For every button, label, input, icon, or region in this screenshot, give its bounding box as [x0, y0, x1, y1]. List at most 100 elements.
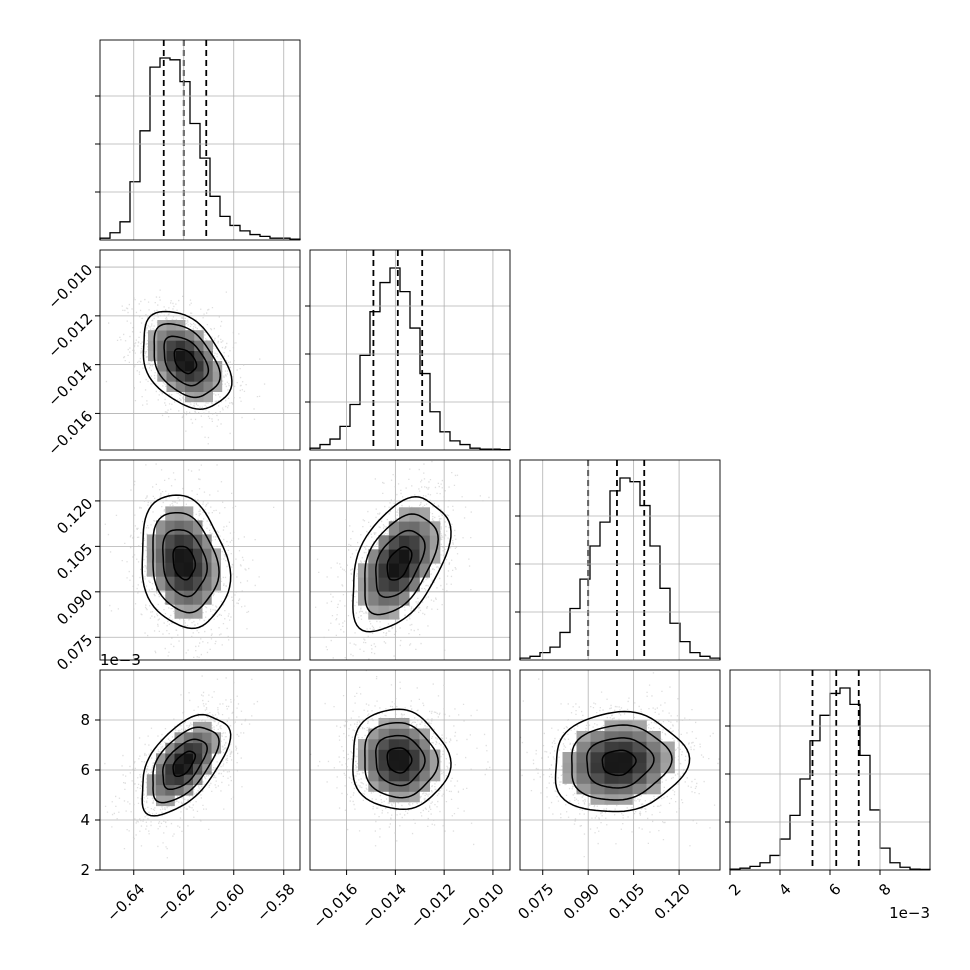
panel-frame	[309, 459, 511, 661]
density-cell	[174, 742, 184, 754]
density-cell	[185, 361, 195, 372]
density-cell	[429, 549, 441, 564]
density-cell	[183, 534, 194, 549]
density-cell	[399, 535, 410, 550]
density-cell	[576, 762, 591, 774]
density-cell	[399, 591, 410, 606]
density-cell	[211, 732, 221, 744]
density-cell	[409, 760, 420, 771]
y-tick-label: 0.090	[53, 585, 96, 628]
density-cell	[618, 762, 633, 774]
contour-line	[601, 749, 637, 777]
density-cell	[419, 507, 430, 522]
density-cell	[576, 752, 591, 763]
x-tick-label: 2	[725, 880, 744, 899]
density-cell	[378, 535, 389, 550]
density-cell	[203, 391, 213, 403]
density-cell	[409, 791, 420, 803]
density-cell	[211, 576, 221, 591]
density-cell	[409, 549, 420, 564]
scatter-samples	[310, 670, 491, 847]
x-tick-label: −0.014	[358, 880, 410, 932]
density-cell	[419, 770, 430, 782]
x-tick-label: −0.010	[456, 880, 508, 932]
density-cell	[174, 506, 184, 521]
density-cell	[156, 774, 166, 786]
density-cell	[183, 784, 194, 796]
density-cell	[183, 732, 194, 744]
density-cell	[429, 535, 441, 550]
x-tick-label: 0.120	[651, 880, 694, 923]
density-cell	[165, 742, 175, 754]
grid-lines	[100, 40, 300, 240]
density-cell	[576, 783, 591, 795]
density-cell	[378, 549, 389, 564]
density-cell	[183, 520, 194, 535]
histogram-panel-2	[519, 460, 721, 660]
density-cell	[183, 506, 194, 521]
density-cell	[378, 605, 389, 620]
density-cell	[193, 732, 203, 744]
density-cell	[660, 741, 675, 753]
contour-line	[162, 738, 208, 791]
y-tick-label: −0.016	[44, 407, 96, 459]
density-cell	[576, 741, 591, 753]
density-panel-2-1	[315, 460, 490, 660]
histogram-panel-0	[99, 40, 301, 240]
contour-line	[142, 310, 233, 410]
density-cell	[429, 760, 441, 771]
density-cell	[368, 728, 379, 740]
contour-line	[386, 747, 413, 774]
density-cell	[368, 770, 379, 782]
density-cell	[409, 728, 420, 740]
density-cell	[165, 774, 175, 786]
density-cell	[202, 590, 212, 605]
density-cell	[183, 604, 194, 619]
density-cell	[378, 718, 389, 729]
density-cell	[174, 774, 184, 786]
density-cell	[185, 371, 195, 382]
density-cell	[660, 752, 675, 763]
density-cell	[212, 371, 223, 382]
density-cell	[175, 381, 186, 392]
density-cell	[165, 763, 175, 775]
density-cell	[193, 562, 203, 577]
density-cell	[409, 563, 420, 578]
density-cell	[409, 781, 420, 792]
density-cell	[166, 371, 176, 382]
density-cell	[632, 731, 647, 742]
density-cell	[175, 361, 186, 372]
density-cell	[576, 731, 591, 742]
x-tick-label: 0.075	[514, 880, 557, 923]
y-tick-label: 0.075	[53, 631, 96, 674]
density-cell	[203, 371, 213, 382]
density-cell	[576, 773, 591, 784]
density-cell	[156, 784, 166, 796]
density-cell	[399, 577, 410, 592]
contour-line	[586, 737, 655, 789]
density-cell	[203, 381, 213, 392]
density-cell	[399, 563, 410, 578]
density-cell	[358, 739, 369, 750]
contour-line	[375, 529, 426, 598]
y-tick-label: 4	[80, 811, 90, 829]
density-cell	[165, 562, 175, 577]
contour-line	[152, 726, 220, 804]
x-tick-label: 4	[775, 880, 794, 899]
density-cell	[368, 563, 379, 578]
density-cell	[211, 562, 221, 577]
density-cell	[378, 781, 389, 792]
density-cell	[358, 563, 369, 578]
contour-line	[173, 348, 198, 375]
density-cell	[358, 591, 369, 606]
density-cell	[399, 770, 410, 782]
density-cell	[618, 720, 633, 732]
density-cell	[660, 762, 675, 774]
density-cell	[378, 770, 389, 782]
density-cell	[211, 742, 221, 754]
density-cell	[174, 548, 184, 563]
density-cell	[183, 753, 194, 765]
x-tick-label: 8	[875, 880, 894, 899]
density-cell	[618, 783, 633, 795]
density-cell	[399, 728, 410, 740]
